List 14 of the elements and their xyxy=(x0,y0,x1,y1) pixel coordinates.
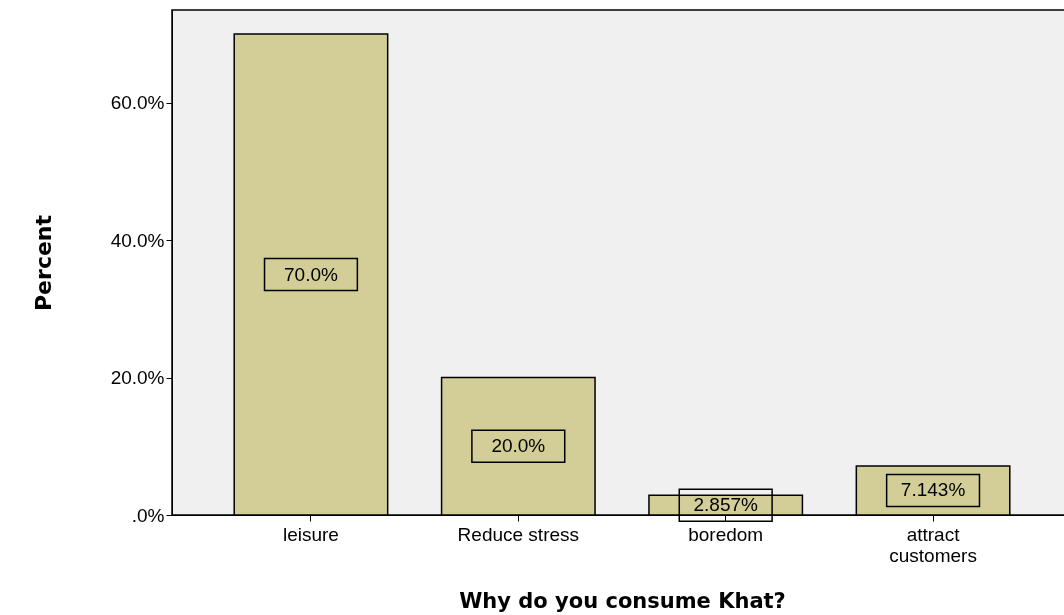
x-tick-label: attract customers xyxy=(889,523,977,566)
y-tick-label: 40.0% xyxy=(110,229,165,251)
y-axis-title: Percent xyxy=(30,214,56,312)
x-tick-label: boredom xyxy=(688,523,764,545)
data-label: 2.857% xyxy=(693,494,759,516)
x-tick-label: Reduce stress xyxy=(457,523,580,545)
y-tick-label: 20.0% xyxy=(110,367,165,389)
x-axis-title: Why do you consume Khat? xyxy=(459,588,786,613)
x-tick-label: leisure xyxy=(282,523,339,545)
data-label: 7.143% xyxy=(900,479,966,501)
y-tick-label: .0% xyxy=(131,504,165,526)
data-label: 70.0% xyxy=(284,263,338,285)
y-tick-label: 60.0% xyxy=(110,92,165,114)
data-label: 20.0% xyxy=(491,435,546,457)
